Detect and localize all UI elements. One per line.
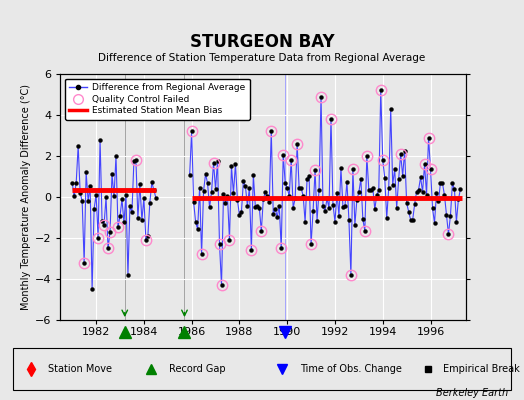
Y-axis label: Monthly Temperature Anomaly Difference (°C): Monthly Temperature Anomaly Difference (… xyxy=(20,84,30,310)
Text: Empirical Break: Empirical Break xyxy=(443,364,520,374)
Text: STURGEON BAY: STURGEON BAY xyxy=(190,33,334,51)
Text: Difference of Station Temperature Data from Regional Average: Difference of Station Temperature Data f… xyxy=(99,53,425,63)
Text: Record Gap: Record Gap xyxy=(169,364,225,374)
Text: Berkeley Earth: Berkeley Earth xyxy=(436,388,508,398)
Text: Time of Obs. Change: Time of Obs. Change xyxy=(300,364,401,374)
Text: Station Move: Station Move xyxy=(48,364,112,374)
FancyBboxPatch shape xyxy=(13,348,511,390)
Legend: Difference from Regional Average, Quality Control Failed, Estimated Station Mean: Difference from Regional Average, Qualit… xyxy=(65,78,249,120)
